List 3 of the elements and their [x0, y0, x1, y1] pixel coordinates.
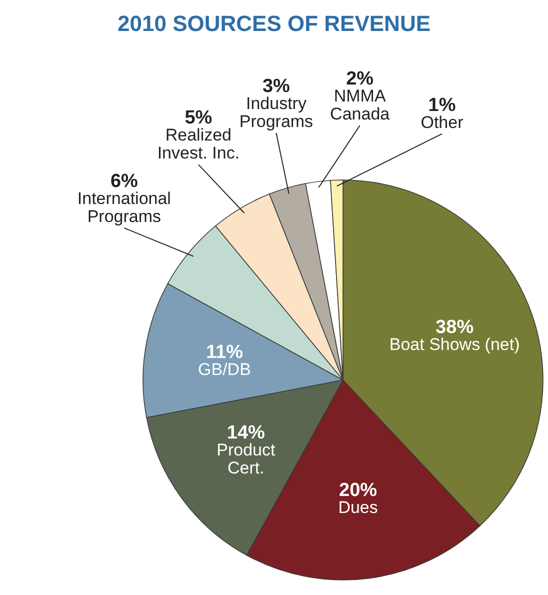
slice-label: NMMA Canada	[330, 86, 390, 124]
chart-title: 2010 SOURCES OF REVENUE	[118, 11, 430, 36]
data-label: 2%	[346, 68, 374, 90]
